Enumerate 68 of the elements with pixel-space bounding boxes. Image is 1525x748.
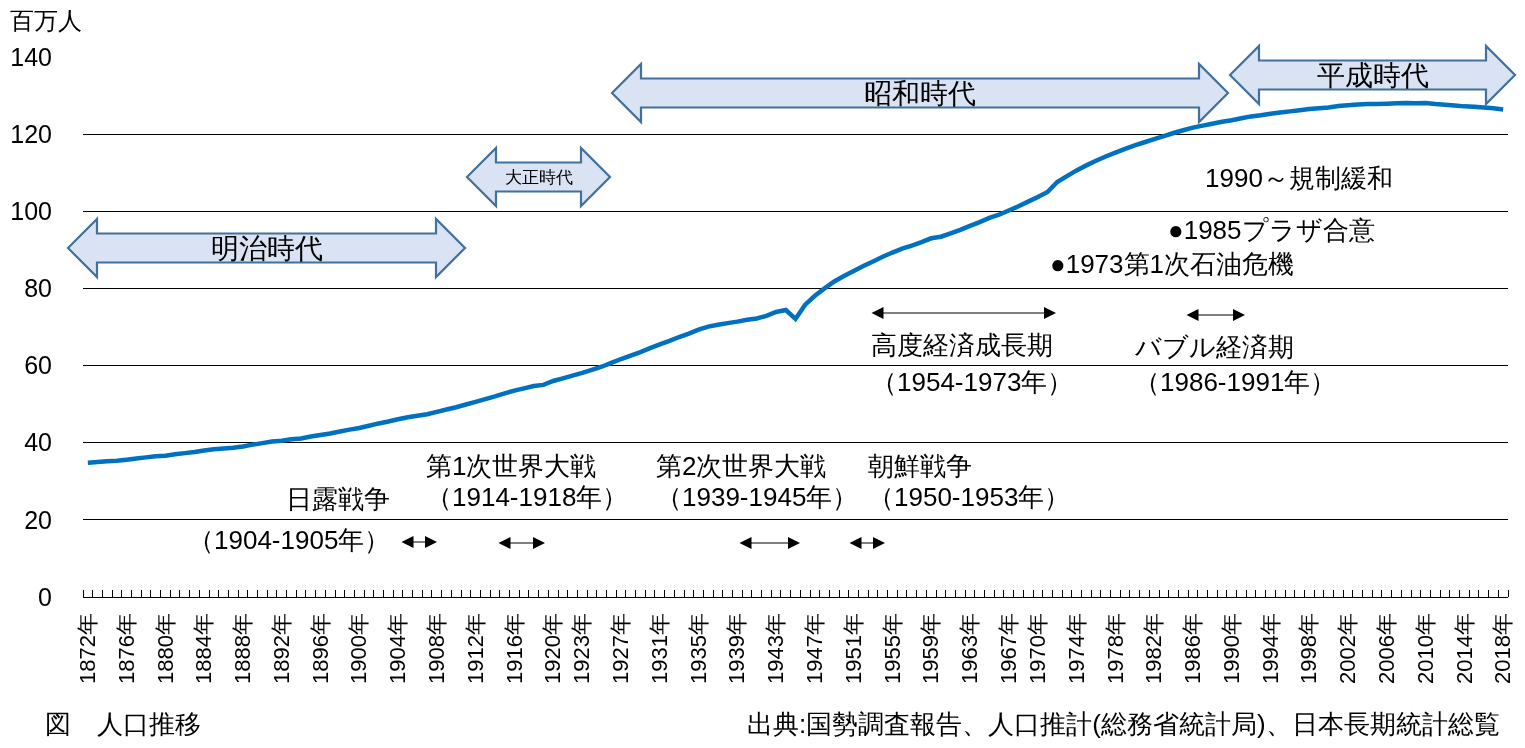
y-tick-label: 140 xyxy=(10,42,52,71)
annotation: ●1973第1次石油危機 xyxy=(1050,249,1295,279)
annotation: 平成時代 xyxy=(1317,60,1429,91)
x-tick-label: 1916年 xyxy=(501,613,527,684)
x-tick-label: 1872年 xyxy=(75,613,100,684)
annotation: 第2次世界大戦 xyxy=(656,451,827,481)
y-tick-label: 0 xyxy=(38,582,52,611)
annotation: 1990～規制緩和 xyxy=(1205,163,1393,193)
x-tick-label: 2014年 xyxy=(1451,613,1477,684)
x-tick-label: 2018年 xyxy=(1490,613,1516,684)
annotation: 高度経済成長期 xyxy=(871,330,1053,360)
x-tick-label: 2010年 xyxy=(1412,613,1438,684)
annotation: 大正時代 xyxy=(505,168,573,187)
y-tick-label: 60 xyxy=(24,351,52,380)
x-tick-label: 1998年 xyxy=(1296,613,1322,684)
annotation: （1986-1991年） xyxy=(1134,367,1337,397)
annotation: 明治時代 xyxy=(211,233,323,264)
annotation: （1939-1945年） xyxy=(656,482,859,512)
x-tick-label: 1892年 xyxy=(268,613,294,684)
x-tick-label: 1904年 xyxy=(385,613,411,684)
x-tick-label: 1923年 xyxy=(569,613,595,684)
x-tick-label: 1884年 xyxy=(191,613,217,684)
annotation: 日露戦争 xyxy=(286,484,390,514)
annotation: （1914-1918年） xyxy=(426,482,629,512)
x-tick-label: 1963年 xyxy=(957,613,983,684)
x-tick-label: 1978年 xyxy=(1102,613,1128,684)
x-tick-label: 1970年 xyxy=(1025,613,1050,684)
annotation: （1954-1973年） xyxy=(871,367,1074,397)
x-tick-label: 1939年 xyxy=(724,613,750,684)
x-tick-label: 1974年 xyxy=(1063,613,1089,684)
x-tick-label: 1888年 xyxy=(230,613,256,684)
x-tick-label: 1947年 xyxy=(802,613,828,684)
y-tick-label: 80 xyxy=(24,274,52,303)
x-tick-label: 1912年 xyxy=(462,613,488,684)
annotation: 朝鮮戦争 xyxy=(868,451,972,481)
annotation: バブル経済期 xyxy=(1134,332,1294,362)
x-tick-label: 1967年 xyxy=(995,613,1021,684)
annotation: （1950-1953年） xyxy=(868,482,1071,512)
x-tick-label: 1959年 xyxy=(918,613,944,684)
x-tick-label: 1931年 xyxy=(646,613,672,684)
annotation: （1904-1905年） xyxy=(188,525,391,555)
x-tick-label: 1880年 xyxy=(152,613,178,684)
text: 図 人口推移 xyxy=(45,709,201,740)
x-tick-label: 1896年 xyxy=(307,613,333,684)
source-note: 出典:国勢調査報告、人口推計(総務省統計局)、日本長期統計総覧 xyxy=(747,709,1500,739)
annotation: 第1次世界大戦 xyxy=(426,451,597,481)
y-tick-label: 100 xyxy=(10,197,52,226)
x-tick-label: 1994年 xyxy=(1257,613,1283,684)
annotation: 昭和時代 xyxy=(864,78,976,109)
x-tick-label: 1876年 xyxy=(113,613,139,684)
x-tick-label: 1927年 xyxy=(608,613,634,684)
x-tick-label: 1943年 xyxy=(763,613,789,684)
x-tick-label: 1908年 xyxy=(423,613,449,684)
y-tick-label: 20 xyxy=(24,505,52,534)
y-tick-label: 120 xyxy=(10,119,52,148)
x-tick-label: 1986年 xyxy=(1180,613,1206,684)
x-tick-label: 1955年 xyxy=(879,613,905,684)
x-tick-label: 1900年 xyxy=(346,613,372,684)
x-tick-label: 2006年 xyxy=(1373,613,1399,684)
x-tick-label: 1920年 xyxy=(540,613,566,684)
x-tick-label: 1951年 xyxy=(840,613,866,684)
x-tick-label: 1935年 xyxy=(685,613,711,684)
annotation: ●1985プラザ合意 xyxy=(1168,215,1375,245)
x-tick-label: 2002年 xyxy=(1335,613,1361,684)
y-axis-title: 百万人 xyxy=(10,7,82,34)
x-tick-label: 1982年 xyxy=(1141,613,1167,684)
y-tick-label: 40 xyxy=(24,428,52,457)
x-tick-label: 1990年 xyxy=(1218,613,1244,684)
